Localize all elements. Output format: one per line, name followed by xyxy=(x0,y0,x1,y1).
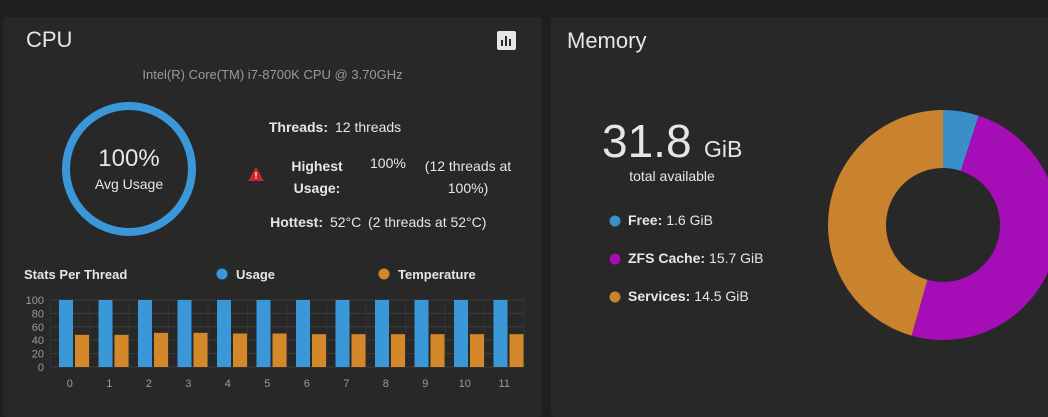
hottest-label: Hottest: xyxy=(270,214,323,230)
bar xyxy=(414,300,429,367)
legend-name: Free xyxy=(628,212,662,228)
legend-value: 15.7 GiB xyxy=(709,250,764,266)
x-tick-label: 9 xyxy=(422,378,428,390)
legend-value: 14.5 GiB xyxy=(694,288,749,304)
x-tick-label: 10 xyxy=(459,378,471,390)
donut-slice xyxy=(911,115,1048,340)
cpu-model: Intel(R) Core(TM) i7-8700K CPU @ 3.70GHz xyxy=(142,67,403,82)
x-tick-label: 0 xyxy=(67,378,73,390)
donut-slice xyxy=(943,110,979,171)
total-unit: GiB xyxy=(704,136,743,162)
bar xyxy=(154,332,168,367)
x-tick-label: 3 xyxy=(185,378,191,390)
bar xyxy=(509,334,524,367)
legend-dot xyxy=(609,215,621,227)
bar xyxy=(75,334,89,367)
bar xyxy=(272,333,287,367)
legend-item: ZFS Cache15.7 GiB xyxy=(628,250,764,266)
bar xyxy=(193,332,208,367)
bar xyxy=(177,300,192,367)
avg-usage-caption: Avg Usage xyxy=(94,176,164,192)
legend-dot xyxy=(378,268,390,280)
y-tick-label: 100 xyxy=(26,295,44,307)
legend-value: 1.6 GiB xyxy=(666,212,713,228)
bar xyxy=(391,334,405,367)
legend-label: Usage xyxy=(236,267,276,282)
x-tick-label: 2 xyxy=(146,378,152,390)
memory-card xyxy=(551,17,1048,417)
bar xyxy=(59,300,73,367)
bar xyxy=(114,334,129,367)
bar xyxy=(430,334,445,367)
threads-value: 12 threads xyxy=(335,119,402,135)
bar xyxy=(454,300,468,367)
legend-name: Services xyxy=(628,288,690,304)
bar xyxy=(256,300,271,367)
highest-usage-value: 100% xyxy=(370,155,406,171)
ring-usage xyxy=(62,102,196,236)
bar xyxy=(375,300,389,367)
warning-mark: ! xyxy=(255,171,258,181)
x-tick-label: 6 xyxy=(304,378,310,390)
threads-label: Threads: xyxy=(268,119,328,135)
bar xyxy=(351,334,366,367)
legend-item: Free1.6 GiB xyxy=(628,212,713,228)
hottest-detail: (2 threads at 52°C) xyxy=(368,214,487,230)
legend-dot xyxy=(609,253,621,265)
x-tick-label: 5 xyxy=(264,378,270,390)
y-tick-label: 60 xyxy=(32,322,44,334)
bar xyxy=(470,334,484,367)
x-tick-label: 11 xyxy=(499,378,510,390)
legend-dot xyxy=(609,291,621,303)
total-value: 31.8 xyxy=(602,115,692,167)
legend-label: Temperature xyxy=(398,267,476,282)
memory-title: Memory xyxy=(567,28,647,53)
page: CPU Intel(R) Core(TM) i7-8700K CPU @ 3.7… xyxy=(24,27,1048,390)
y-tick-label: 0 xyxy=(38,362,44,374)
highest-usage-detail: (12 threads at 100%) xyxy=(424,158,512,196)
bar xyxy=(233,333,247,367)
bar xyxy=(312,334,326,367)
x-tick-label: 4 xyxy=(225,378,231,390)
warning-icon xyxy=(248,167,264,181)
bar xyxy=(98,300,113,367)
highest-usage-label: Highest Usage: xyxy=(291,158,343,196)
hottest-value: 52°C xyxy=(330,214,362,230)
x-tick-label: 1 xyxy=(106,378,112,390)
legend-name: ZFS Cache xyxy=(628,250,705,266)
avg-usage-value: 100% xyxy=(98,145,160,172)
legend-item: Services14.5 GiB xyxy=(628,288,749,304)
legend-dot xyxy=(216,268,228,280)
bar xyxy=(493,300,508,367)
donut-slice xyxy=(828,110,943,336)
chart-title: Stats Per Thread xyxy=(24,267,128,282)
x-tick-label: 7 xyxy=(343,378,349,390)
x-tick-label: 8 xyxy=(383,378,389,390)
bar xyxy=(296,300,310,367)
y-tick-label: 80 xyxy=(32,308,44,320)
bar xyxy=(138,300,152,367)
y-tick-label: 20 xyxy=(32,349,44,361)
total-caption: total available xyxy=(629,168,715,184)
y-tick-label: 40 xyxy=(32,335,44,347)
bar xyxy=(335,300,350,367)
bar xyxy=(217,300,231,367)
cpu-title: CPU xyxy=(26,27,73,52)
chart-icon[interactable] xyxy=(497,31,516,50)
memory-graphics xyxy=(609,110,1048,340)
